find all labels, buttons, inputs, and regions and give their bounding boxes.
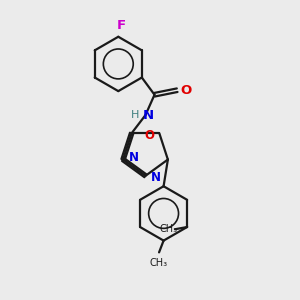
Text: N: N — [143, 109, 154, 122]
Text: F: F — [116, 19, 126, 32]
Text: O: O — [180, 84, 191, 97]
Text: N: N — [151, 171, 161, 184]
Text: O: O — [144, 128, 154, 142]
Text: N: N — [128, 151, 139, 164]
Text: H: H — [131, 110, 140, 120]
Text: CH₃: CH₃ — [159, 224, 177, 234]
Text: CH₃: CH₃ — [150, 258, 168, 268]
